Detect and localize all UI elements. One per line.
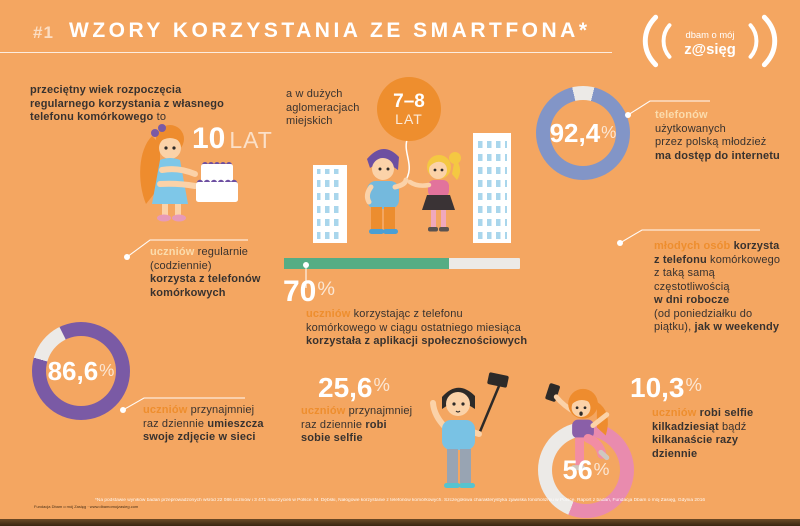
age-balloon-badge: 7–8 LAT: [377, 77, 441, 141]
internet-desc-text: telefonów użytkowanych przez polską młodzi…: [655, 109, 780, 162]
phone-icon: [487, 372, 509, 388]
percent-sign: %: [373, 374, 390, 396]
title-underline: [0, 52, 612, 53]
daily-value: 86,6: [47, 356, 99, 386]
selfie-stat: 25,6%: [318, 374, 390, 402]
title-number: #1: [33, 23, 54, 42]
daily-desc-text: uczniów regularnie (codziennie) korzysta z…: [150, 246, 261, 299]
internet-stat: 92,4%: [536, 86, 630, 180]
donut-chart-daily-use: 86,6%: [32, 322, 130, 420]
selfie-freq-value: 10,3: [630, 372, 685, 403]
brand-logo: dbam o mój z@sięg: [642, 14, 778, 68]
photo-desc-text: uczniów przynajmniej raz dziennie umieszc…: [143, 404, 264, 443]
footnote-credits: Fundacja Dbam o mój Zasięg · www.dbamomo…: [34, 504, 139, 509]
footnote-source: *Na podstawie wyników badań przeprowadzo…: [95, 498, 706, 503]
bottom-edge-strip: [0, 519, 800, 526]
internet-value: 92,4: [549, 118, 601, 148]
weekdays-desc-text: młodych osób korzysta z telefonu komórkow…: [654, 240, 781, 333]
selfie-desc-text: uczniów przynajmniej raz dziennie robi sob…: [301, 405, 413, 444]
boy-figure: [364, 148, 409, 234]
pointer-line: [124, 239, 248, 260]
percent-sign: %: [685, 374, 702, 396]
hair-bow-icon: [151, 124, 166, 137]
logo-name: z@sięg: [684, 42, 736, 58]
percent-sign: %: [317, 278, 335, 301]
weekdays-value: 56: [562, 454, 593, 485]
girl-with-cake-illustration: [140, 124, 238, 222]
birthday-cake-icon: [196, 162, 238, 202]
pointer-line: [617, 229, 760, 246]
age-unit: LAT: [229, 127, 273, 153]
city-age-value: 7–8: [393, 90, 425, 112]
pointer-line: [120, 397, 245, 413]
balloon-string: [403, 136, 410, 184]
girl-selfie-illustration: [545, 383, 610, 471]
selfie-freq-desc-text: uczniów robi selfie kilkadziesiąt bądź kil…: [652, 407, 754, 460]
selfie-freq-stat: 10,3%: [630, 374, 702, 402]
pointer-line: [625, 100, 710, 118]
selfie-stick-icon: [477, 385, 501, 435]
logo-tagline: dbam o mój: [686, 30, 735, 40]
donut-chart-weekdays: 56%: [538, 422, 634, 518]
weekdays-stat: 56%: [538, 422, 634, 518]
page-title: WZORY KORZYSTANIA ZE SMARTFONA*: [69, 19, 591, 42]
selfie-value: 25,6: [318, 372, 373, 403]
building-icon: [313, 165, 347, 243]
age-intro-text: przeciętny wiek rozpoczęcia regularnego k…: [30, 84, 224, 123]
donut-chart-internet: 92,4%: [536, 86, 630, 180]
girl-figure: [407, 152, 461, 232]
social-desc-text: uczniów korzystając z telefonu komórkoweg…: [306, 308, 528, 347]
signal-waves-icon: [642, 14, 778, 68]
percent-sign: %: [601, 122, 617, 143]
boy-selfie-stick-illustration: [430, 372, 509, 488]
pointer-line: [303, 262, 309, 288]
social-stat: 70%: [283, 277, 335, 307]
percent-sign: %: [593, 459, 610, 480]
social-value: 70: [283, 275, 317, 308]
daily-stat: 86,6%: [32, 322, 130, 420]
building-icon: [473, 133, 511, 243]
city-age-unit: LAT: [395, 110, 423, 127]
age-value: 10: [192, 122, 226, 155]
children-with-balloon-illustration: [313, 133, 511, 243]
progress-bar-social-apps: [284, 258, 520, 269]
percent-sign: %: [99, 360, 115, 381]
city-intro-text: a w dużych aglomeracjach miejskich: [286, 88, 360, 127]
age-stat: 10 LAT: [192, 124, 273, 154]
progress-bar-fill: [284, 258, 450, 269]
